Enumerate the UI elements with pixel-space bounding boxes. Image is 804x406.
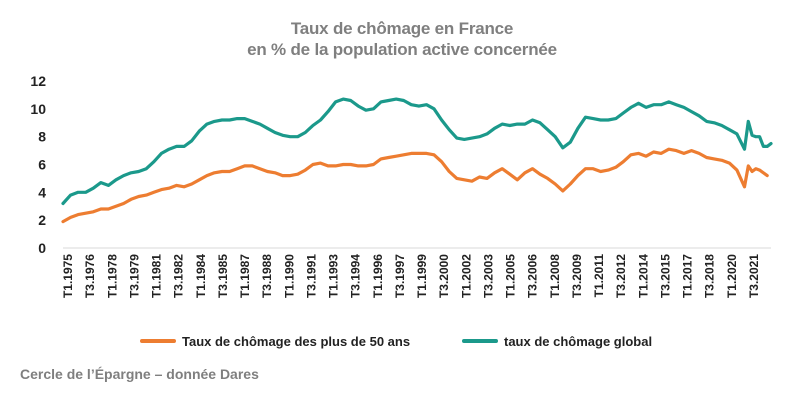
y-tick-label: 8 (38, 129, 46, 145)
x-tick-label: T3.1988 (260, 254, 274, 298)
legend-label-global: taux de chômage global (504, 333, 653, 349)
x-tick-label: T3.1979 (127, 254, 141, 298)
x-tick-label: T1.1993 (327, 254, 341, 298)
x-tick-label: T3.2009 (570, 254, 584, 298)
x-tick-label: T1.1990 (282, 254, 296, 298)
x-tick-label: T1.2011 (592, 254, 606, 298)
x-tick-label: T3.2021 (747, 254, 761, 298)
x-tick-label: T1.2017 (681, 254, 695, 298)
x-tick-label: T1.1978 (105, 254, 119, 298)
x-tick-label: T1.2020 (725, 254, 739, 298)
x-tick-label: T1.1984 (194, 254, 208, 298)
x-tick-label: T1.1999 (415, 254, 429, 298)
x-tick-label: T3.2006 (526, 254, 540, 298)
legend-item-global: taux de chômage global (462, 331, 652, 351)
x-tick-label: T1.1996 (371, 254, 385, 298)
x-tick-label: T3.1985 (216, 254, 230, 298)
x-tick-label: T3.2015 (658, 254, 672, 298)
x-tick-label: T1.1975 (61, 254, 75, 298)
source-note: Cercle de l’Épargne – donnée Dares (20, 366, 259, 382)
x-tick-label: T3.2000 (437, 254, 451, 298)
legend-swatch-global (462, 339, 498, 343)
x-tick-label: T3.1997 (393, 254, 407, 298)
y-tick-label: 0 (38, 240, 46, 256)
x-tick-label: T1.1987 (238, 254, 252, 298)
series-line-global (61, 97, 773, 206)
x-tick-label: T3.2018 (703, 254, 717, 298)
legend-label-senior: Taux de chômage des plus de 50 ans (182, 333, 411, 349)
x-tick-label: T3.1976 (83, 254, 97, 298)
chart-title: Taux de chômage en France (290, 19, 514, 38)
x-tick-label: T1.2002 (459, 254, 473, 298)
x-tick-label: T1.2005 (504, 254, 518, 298)
series-line-senior (61, 147, 769, 224)
x-tick-label: T1.2014 (636, 254, 650, 298)
x-tick-label: T1.2008 (548, 254, 562, 298)
y-tick-label: 10 (30, 101, 46, 117)
x-tick-label: T1.1981 (150, 254, 164, 298)
x-tick-label: T3.1982 (172, 254, 186, 298)
x-tick-label: T3.1991 (304, 254, 318, 298)
x-tick-label: T3.2003 (481, 254, 495, 298)
legend-item-senior: Taux de chômage des plus de 50 ans (140, 331, 410, 351)
y-tick-label: 2 (38, 212, 46, 228)
y-tick-label: 6 (38, 157, 46, 173)
y-tick-label: 12 (30, 73, 46, 89)
chart-subtitle: en % de la population active concernée (247, 40, 557, 59)
x-tick-label: T3.2012 (614, 254, 628, 298)
x-tick-label: T3.1994 (349, 254, 363, 298)
y-tick-label: 4 (38, 184, 46, 200)
legend-swatch-senior (140, 339, 176, 343)
